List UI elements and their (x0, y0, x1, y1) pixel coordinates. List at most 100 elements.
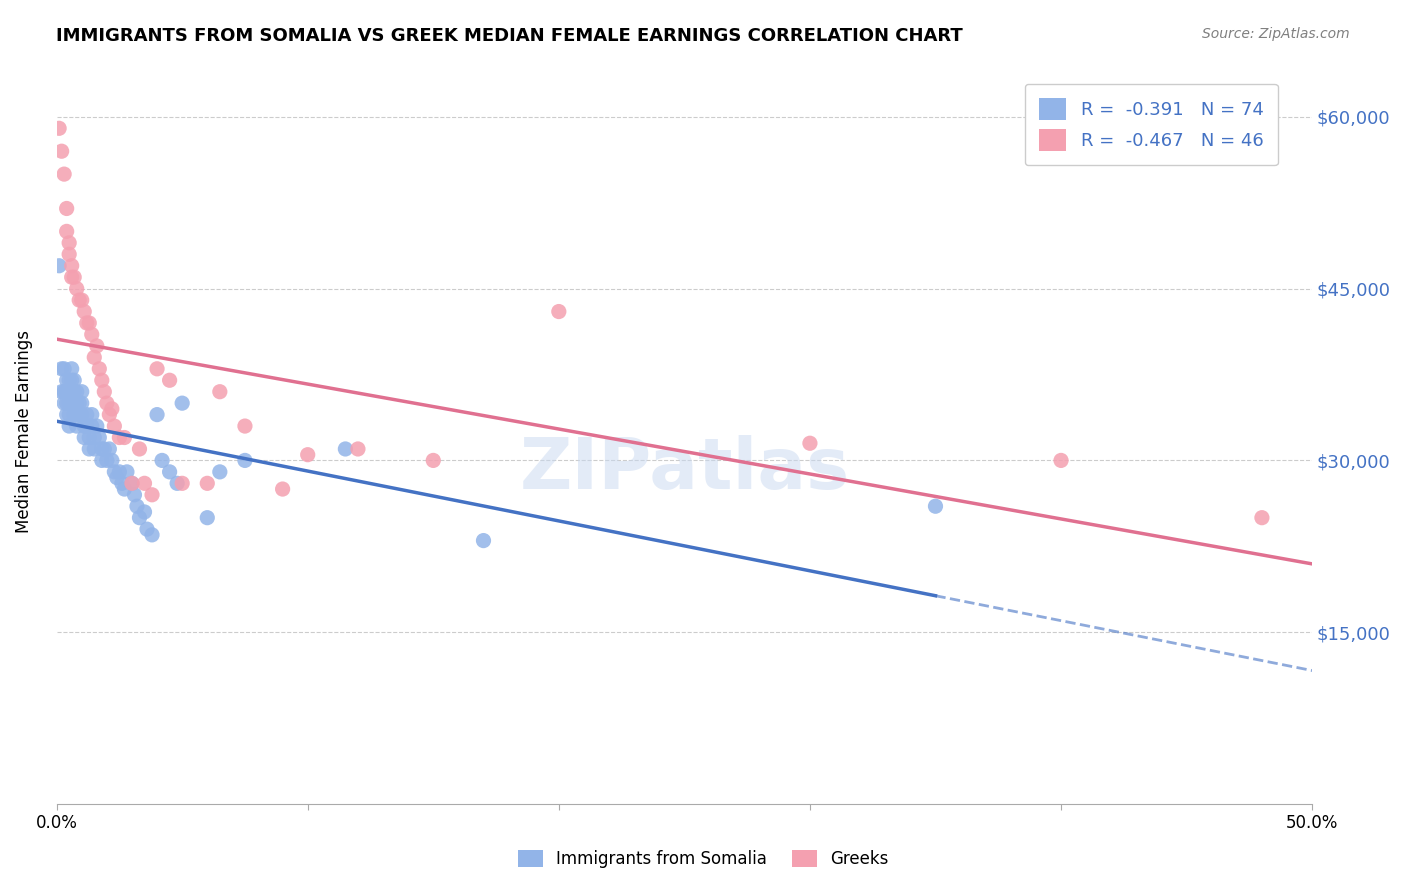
Point (55, 224, 77, 238)
Point (58, 396, 80, 410)
Point (150, 453, 173, 467)
Point (141, 488, 163, 502)
Point (55, 396, 77, 410)
Point (134, 505, 156, 519)
Point (83, 430, 105, 444)
Text: ZIPatlas: ZIPatlas (519, 434, 849, 503)
Point (101, 401, 124, 416)
Point (76, 408, 98, 422)
Point (134, 476, 156, 491)
Point (111, 476, 134, 491)
Point (67, 408, 90, 422)
Point (89, 430, 111, 444)
Point (66, 396, 89, 410)
Point (66, 408, 89, 422)
Point (141, 528, 163, 542)
Point (55, 408, 77, 422)
Point (76, 316, 98, 330)
Point (73, 304, 96, 318)
Point (124, 488, 146, 502)
Point (86, 339, 108, 353)
Point (121, 476, 143, 491)
Point (98, 442, 121, 456)
Point (547, 304, 569, 318)
Point (60, 361, 83, 376)
Point (86, 419, 108, 434)
Point (103, 465, 125, 479)
Point (51, 145, 73, 159)
Point (98, 408, 121, 422)
Point (422, 453, 444, 467)
Point (89, 361, 111, 376)
Point (233, 419, 256, 434)
Point (66, 384, 89, 399)
Point (112, 482, 135, 496)
Point (70, 408, 93, 422)
Point (80, 408, 103, 422)
Point (128, 510, 150, 524)
Point (146, 361, 169, 376)
Point (77, 442, 100, 456)
Point (136, 522, 159, 536)
Point (208, 465, 231, 479)
Point (96, 453, 118, 467)
Point (195, 476, 218, 491)
Point (58, 235, 80, 250)
Point (80, 419, 103, 434)
Point (121, 476, 143, 491)
Point (60, 396, 83, 410)
Point (66, 419, 89, 434)
Point (77, 430, 100, 444)
Point (103, 419, 125, 434)
Point (55, 384, 77, 399)
Point (1050, 453, 1073, 467)
Point (271, 482, 294, 496)
Point (105, 470, 128, 484)
Point (63, 408, 86, 422)
Point (297, 448, 319, 462)
Point (60, 259, 83, 273)
Point (159, 373, 181, 387)
Point (172, 396, 194, 410)
Point (63, 270, 86, 285)
Point (172, 476, 194, 491)
Point (58, 419, 80, 434)
Legend: Immigrants from Somalia, Greeks: Immigrants from Somalia, Greeks (510, 843, 896, 875)
Point (96, 396, 118, 410)
Point (233, 453, 256, 467)
Point (60, 384, 83, 399)
Point (76, 419, 98, 434)
Point (159, 465, 181, 479)
Point (101, 453, 124, 467)
Point (90, 453, 112, 467)
Point (208, 384, 231, 399)
Point (77, 316, 100, 330)
Point (112, 430, 135, 444)
Point (48, 121, 70, 136)
Point (70, 396, 93, 410)
Point (128, 442, 150, 456)
Point (53, 167, 76, 181)
Point (125, 500, 148, 514)
Point (146, 408, 169, 422)
Point (73, 419, 96, 434)
Point (115, 465, 138, 479)
Point (70, 293, 93, 307)
Point (53, 384, 76, 399)
Point (108, 430, 131, 444)
Point (58, 373, 80, 387)
Point (93, 384, 115, 399)
Point (55, 202, 77, 216)
Point (66, 282, 89, 296)
Point (166, 476, 188, 491)
Point (58, 384, 80, 399)
Point (51, 384, 73, 399)
Point (1251, 510, 1274, 524)
Point (67, 396, 90, 410)
Point (93, 442, 115, 456)
Point (83, 351, 105, 365)
Point (60, 270, 83, 285)
Point (63, 384, 86, 399)
Point (63, 373, 86, 387)
Point (195, 510, 218, 524)
